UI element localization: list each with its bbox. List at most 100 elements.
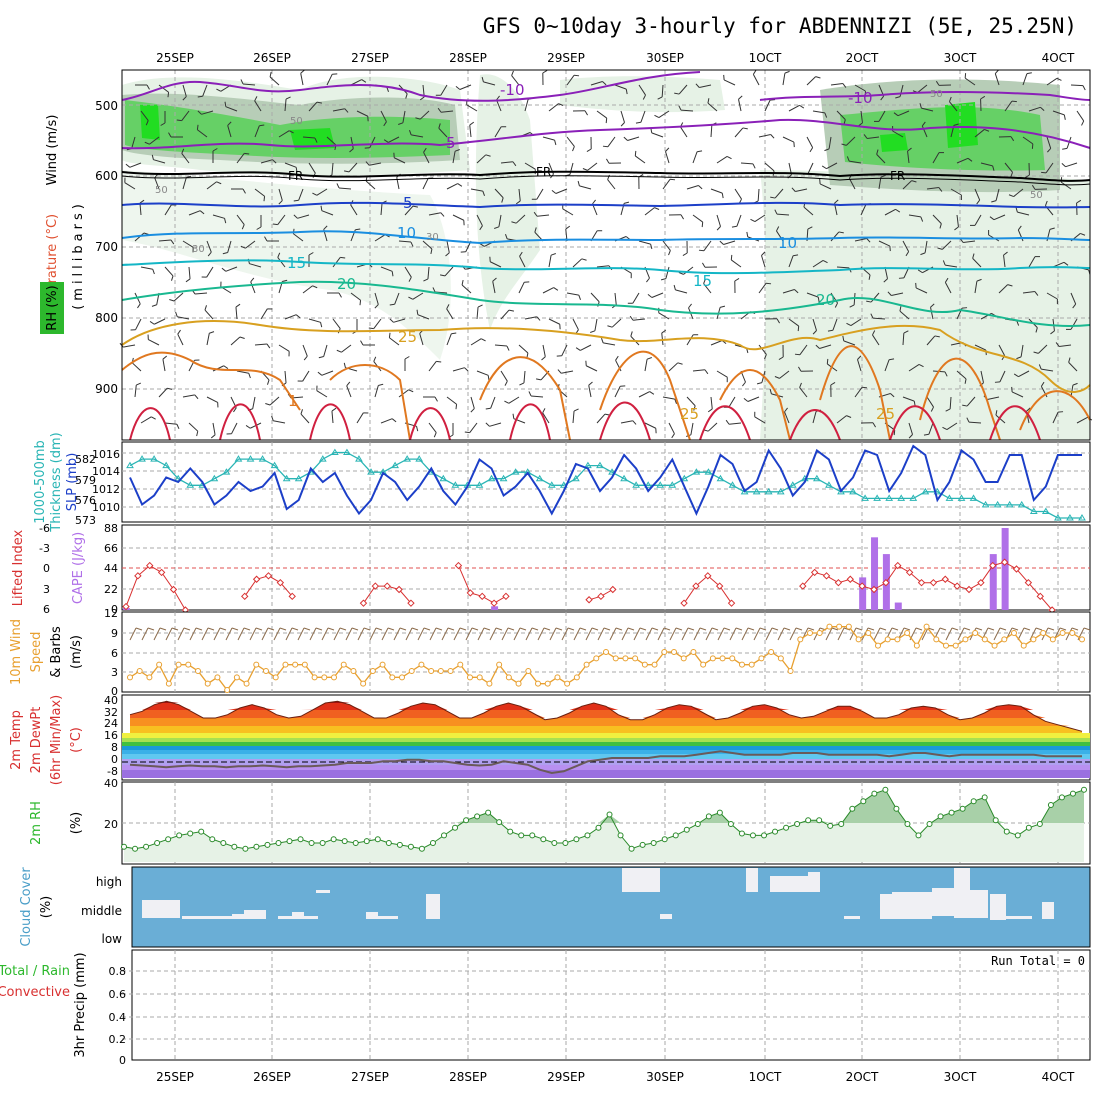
rh-point: [927, 822, 932, 827]
wind-speed-point: [642, 662, 647, 667]
rh-point: [728, 822, 733, 827]
upper-rh-axis-label: RH (%): [45, 285, 60, 330]
rh-point: [1004, 829, 1009, 834]
wind-barb-feather: [574, 75, 579, 76]
wind-barb-feather: [436, 361, 441, 362]
rh-point: [905, 822, 910, 827]
rh-region-bright: [945, 102, 978, 148]
contour-label: 30: [426, 232, 439, 243]
wind-barb-feather: [699, 250, 704, 251]
y-tick-label: 88: [104, 522, 118, 535]
y-tick-label: 22: [104, 583, 118, 596]
cloud-bar: [182, 916, 232, 919]
wind-speed-point: [876, 643, 881, 648]
thickness-axis-label2: Thickness (dm): [49, 432, 64, 532]
temp-band: [122, 733, 1090, 738]
cloud-bar: [316, 890, 330, 893]
wind-speed-point: [574, 675, 579, 680]
rh-point: [508, 829, 513, 834]
wind-speed-point: [681, 656, 686, 661]
rh-point: [397, 842, 402, 847]
y-tick-label: 12: [104, 607, 118, 620]
wind-speed-point: [613, 656, 618, 661]
wind-speed-point: [944, 643, 949, 648]
cape-bar: [895, 603, 902, 610]
y-tick-label: 3: [111, 666, 118, 679]
wind-barb-feather: [389, 333, 390, 338]
bottom-date-label: 29SEP: [547, 1070, 585, 1084]
y-tick-label: 6: [43, 603, 50, 616]
rh-point: [320, 841, 325, 846]
wind-speed-point: [885, 637, 890, 642]
wind-speed-point: [361, 681, 366, 686]
wind-speed-point: [506, 675, 511, 680]
y-tick-label: middle: [81, 904, 122, 918]
rh-point: [1048, 803, 1053, 808]
wind-barb-feather: [702, 222, 703, 227]
rh-point: [651, 841, 656, 846]
wind-speed-point: [1012, 631, 1017, 636]
temp-axis-label: 2m Temp: [9, 710, 24, 770]
rh-point: [861, 799, 866, 804]
cloud-bar: [844, 916, 860, 919]
rh-point: [916, 833, 921, 838]
wind-speed-point: [652, 662, 657, 667]
temp-band: [122, 746, 1090, 750]
contour-label: 50: [1030, 190, 1043, 201]
wind-speed-point: [710, 656, 715, 661]
rh-point: [232, 844, 237, 849]
y-tick-label: 1014: [92, 465, 120, 478]
wind-barb-feather: [606, 118, 607, 123]
temp-band: [122, 738, 1090, 742]
wind-speed-point: [409, 669, 414, 674]
rh-point: [486, 810, 491, 815]
wind-speed-point: [429, 669, 434, 674]
y-tick-label: 0: [43, 562, 50, 575]
y-tick-label: 0.6: [109, 988, 127, 1001]
wind-speed-point: [691, 650, 696, 655]
wind-speed-point: [516, 681, 521, 686]
contour-label: 15: [287, 254, 306, 272]
wind-speed-point: [1060, 631, 1065, 636]
wind-speed-point: [254, 662, 259, 667]
wind-barb-feather: [177, 120, 182, 121]
cloud-bar: [378, 916, 398, 919]
rh-point: [353, 841, 358, 846]
rh-point: [684, 827, 689, 832]
temp-axis-label: (6hr Min/Max): [49, 695, 64, 785]
rh-point: [739, 831, 744, 836]
wind-speed-point: [312, 675, 317, 680]
contour-label: -10: [848, 89, 873, 107]
wind-speed-point: [905, 631, 910, 636]
wind-speed-point: [1002, 637, 1007, 642]
top-date-label: 27SEP: [351, 51, 389, 65]
wind-speed-point: [157, 662, 162, 667]
wind-speed-point: [584, 662, 589, 667]
contour-label: 20: [816, 291, 835, 309]
wind-speed-point: [545, 681, 550, 686]
wind-speed-point: [1041, 631, 1046, 636]
cloud-bar: [292, 912, 304, 919]
rh-point: [949, 810, 954, 815]
top-date-label: 2OCT: [846, 51, 879, 65]
wind-speed-point: [380, 662, 385, 667]
bottom-date-label: 27SEP: [351, 1070, 389, 1084]
wind-speed-point: [477, 675, 482, 680]
wind-speed-point: [1080, 637, 1085, 642]
rh-point: [750, 833, 755, 838]
rh-point: [541, 837, 546, 842]
rh-point: [133, 846, 138, 851]
wind-speed-point: [817, 631, 822, 636]
wind-speed-point: [720, 656, 725, 661]
wind-speed-point: [837, 624, 842, 629]
y-tick-label: 0.2: [109, 1033, 127, 1046]
cape-bar: [871, 537, 878, 610]
rh-point: [386, 841, 391, 846]
y-tick-label: 600: [95, 169, 118, 183]
rh-point: [717, 810, 722, 815]
wind-speed-point: [468, 675, 473, 680]
rh-point: [938, 814, 943, 819]
contour-label: 50: [930, 89, 943, 100]
rh-point: [342, 839, 347, 844]
